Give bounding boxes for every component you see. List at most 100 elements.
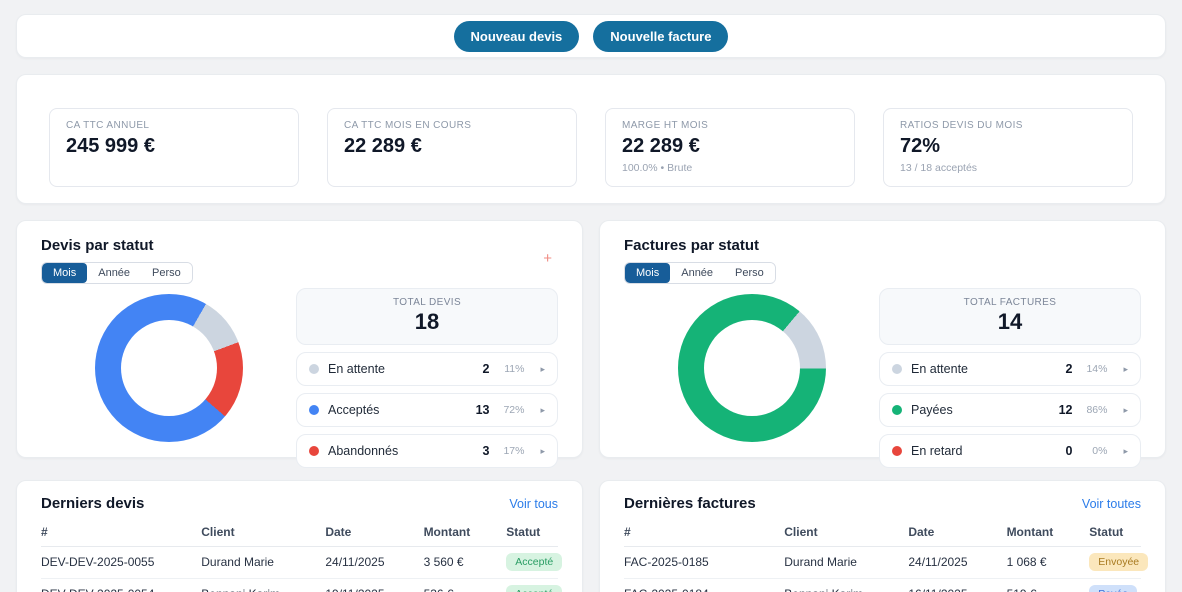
col-header-statut: Statut (506, 519, 558, 547)
total-devis-value: 18 (414, 309, 440, 334)
table-row[interactable]: DEV-DEV-2025-0055 Durand Marie 24/11/202… (41, 546, 563, 579)
derniers-devis-panel: Derniers devis Voir tous # Client Date M… (16, 480, 583, 592)
tab-perso[interactable]: Perso (141, 263, 192, 283)
tab-perso[interactable]: Perso (724, 263, 775, 283)
stat-percent: 14% (1086, 363, 1108, 375)
total-factures-value: 14 (997, 309, 1023, 334)
stat-count: 3 (482, 444, 490, 458)
kpi-value: 72% (900, 135, 941, 157)
total-factures-label: TOTAL FACTURES (963, 297, 1057, 308)
cell-date: 24/11/2025 (325, 546, 424, 579)
table-row[interactable]: DEV-DEV-2025-0054 Bennani Karim 19/11/20… (41, 578, 563, 592)
col-header-statut: Statut (1089, 519, 1141, 547)
stat-label: En retard (911, 444, 963, 458)
stat-count: 13 (475, 403, 490, 417)
cell-date: 19/11/2025 (325, 578, 424, 592)
devis-stat-row-abandonnes[interactable]: Abandonnés 3 17% ▸ (296, 434, 558, 468)
voir-toutes-link[interactable]: Voir toutes (1081, 497, 1141, 511)
kpi-section: CA TTC ANNUEL 245 999 € CA TTC MOIS EN C… (16, 74, 1166, 204)
new-facture-button[interactable]: Nouvelle facture (593, 20, 729, 52)
devis-stat-row-en-attente[interactable]: En attente 2 11% ▸ (296, 352, 558, 386)
col-header-id: # (624, 519, 785, 547)
status-badge: Accepté (506, 585, 563, 592)
status-dot (892, 405, 902, 415)
status-dot (892, 364, 902, 374)
stat-count: 0 (1065, 444, 1073, 458)
factures-donut-zone (624, 288, 879, 442)
cell-client: Durand Marie (201, 546, 326, 579)
status-dot (309, 446, 319, 456)
col-header-montant: Montant (423, 519, 507, 547)
status-dot (309, 405, 319, 415)
factures-panel-title: Factures par statut (624, 237, 760, 254)
col-header-client: Client (201, 519, 326, 547)
kpi-card-ca-annuel: CA TTC ANNUEL 245 999 € (49, 108, 299, 187)
cell-id: FAC-2025-0185 (624, 546, 785, 579)
stat-percent: 11% (504, 363, 525, 375)
kpi-value: 22 289 € (344, 135, 422, 157)
voir-tous-link[interactable]: Voir tous (509, 497, 558, 511)
devis-panel-title: Devis par statut (41, 237, 154, 254)
cell-client: Bennani Karim (784, 578, 909, 592)
cell-id: DEV-DEV-2025-0054 (41, 578, 202, 592)
chevron-right-icon: ▸ (1123, 363, 1128, 374)
cell-montant: 3 560 € (423, 546, 507, 579)
devis-donut-zone (41, 288, 296, 442)
cell-date: 16/11/2025 (908, 578, 1007, 592)
kpi-card-ratio-devis: RATIOS DEVIS DU MOIS 72% 13 / 18 accepté… (883, 108, 1133, 187)
stat-percent: 17% (503, 445, 525, 457)
factures-donut-chart (677, 294, 826, 442)
kpi-label: RATIOS DEVIS DU MOIS (900, 120, 1023, 131)
kpi-value: 22 289 € (622, 135, 700, 157)
tab-annee[interactable]: Année (670, 263, 725, 283)
devis-stats-column: TOTAL DEVIS 18 En attente 2 11% ▸ Accept… (296, 288, 558, 468)
col-header-id: # (41, 519, 202, 547)
kpi-subtext: 100.0% • Brute (622, 162, 693, 174)
devis-status-panel: Devis par statut + Mois Année Perso TOTA… (16, 220, 583, 468)
kpi-label: CA TTC ANNUEL (66, 120, 150, 131)
plus-icon[interactable]: + (543, 250, 552, 267)
status-dot (309, 364, 319, 374)
table-row[interactable]: FAC-2025-0184 Bennani Karim 16/11/2025 5… (624, 578, 1141, 592)
cell-id: DEV-DEV-2025-0055 (41, 546, 202, 579)
factures-period-tabs: Mois Année Perso (624, 262, 776, 284)
cell-montant: 536 € (423, 578, 507, 592)
tab-annee[interactable]: Année (87, 263, 142, 283)
stat-label: En attente (911, 362, 968, 376)
kpi-card-ca-mois: CA TTC MOIS EN COURS 22 289 € (327, 108, 577, 187)
chevron-right-icon: ▸ (540, 445, 545, 456)
tab-mois[interactable]: Mois (625, 263, 671, 283)
kpi-label: MARGE HT MOIS (622, 120, 709, 131)
chevron-right-icon: ▸ (1123, 445, 1128, 456)
col-header-client: Client (784, 519, 909, 547)
chevron-right-icon: ▸ (540, 404, 545, 415)
new-devis-button[interactable]: Nouveau devis (453, 20, 580, 52)
devis-period-tabs: Mois Année Perso (41, 262, 193, 284)
cell-date: 24/11/2025 (908, 546, 1007, 579)
factures-stat-row-en-attente[interactable]: En attente 2 14% ▸ (879, 352, 1141, 386)
cell-id: FAC-2025-0184 (624, 578, 785, 592)
stat-label: Abandonnés (328, 444, 399, 458)
stat-percent: 86% (1086, 404, 1108, 416)
factures-stat-row-en-retard[interactable]: En retard 0 0% ▸ (879, 434, 1141, 468)
factures-stat-row-payees[interactable]: Payées 12 86% ▸ (879, 393, 1141, 427)
cell-montant: 519 € (1006, 578, 1090, 592)
stat-percent: 0% (1092, 445, 1108, 457)
kpi-card-marge: MARGE HT MOIS 22 289 € 100.0% • Brute (605, 108, 855, 187)
devis-donut-chart (94, 294, 243, 442)
col-header-date: Date (908, 519, 1007, 547)
stat-count: 2 (482, 362, 490, 376)
factures-table: # Client Date Montant Statut FAC-2025-01… (624, 519, 1149, 592)
table-row[interactable]: FAC-2025-0185 Durand Marie 24/11/2025 1 … (624, 546, 1149, 579)
kpi-subtext: 13 / 18 acceptés (900, 162, 978, 174)
dernieres-factures-title: Dernières factures (624, 495, 756, 512)
kpi-label: CA TTC MOIS EN COURS (344, 120, 472, 131)
derniers-devis-title: Derniers devis (41, 495, 145, 512)
devis-stat-row-acceptes[interactable]: Acceptés 13 72% ▸ (296, 393, 558, 427)
devis-total-card: TOTAL DEVIS 18 (296, 288, 558, 345)
chevron-right-icon: ▸ (540, 363, 545, 374)
tab-mois[interactable]: Mois (42, 263, 88, 283)
stat-count: 2 (1065, 362, 1073, 376)
status-badge: Envoyée (1089, 553, 1149, 571)
status-badge: Accepté (506, 553, 563, 571)
